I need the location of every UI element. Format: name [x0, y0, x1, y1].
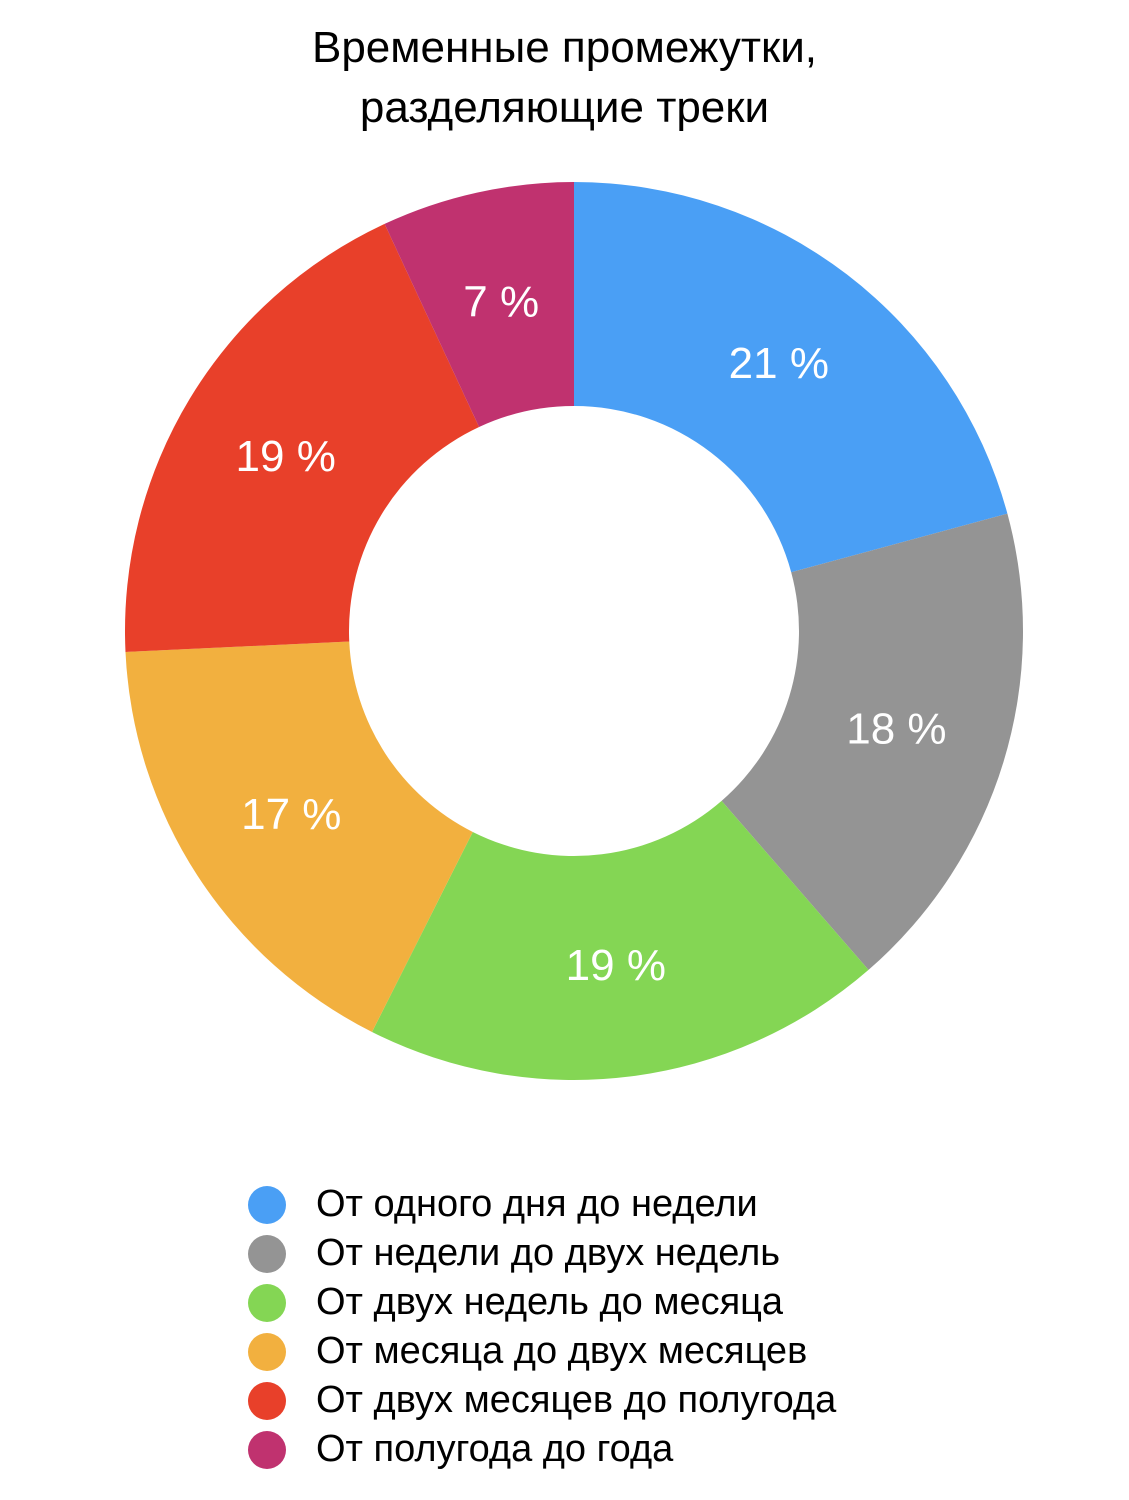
legend-item-1: От одного дня до недели: [248, 1180, 836, 1229]
slice-value-label-3: 19 %: [566, 941, 666, 990]
legend-swatch-icon: [248, 1381, 286, 1420]
slice-value-label-1: 21 %: [729, 339, 829, 388]
donut-slice-4: [125, 641, 473, 1033]
legend-label: От одного дня до недели: [316, 1183, 758, 1225]
donut-slice-3: [372, 800, 869, 1081]
donut-slice-1: [574, 182, 1008, 573]
donut-slice-6: [384, 182, 574, 427]
donut-slice-5: [125, 223, 480, 652]
slice-value-label-6: 7 %: [463, 277, 539, 326]
legend-label: От недели до двух недель: [316, 1232, 781, 1274]
slice-value-label-5: 19 %: [236, 432, 336, 481]
legend-item-4: От месяца до двух месяцев: [248, 1327, 836, 1376]
chart-title: Временные промежутки, разделяющие треки: [0, 18, 1129, 138]
legend-item-6: От полугода до года: [248, 1425, 836, 1474]
legend-swatch-icon: [248, 1234, 286, 1273]
slice-value-label-4: 17 %: [241, 790, 341, 839]
donut-chart: 21 % 18 % 19 % 17 % 19 % 7 %: [125, 182, 1023, 1081]
legend-label: От двух недель до месяца: [316, 1281, 784, 1323]
legend-label: От полугода до года: [316, 1428, 674, 1470]
legend-label: От месяца до двух месяцев: [316, 1330, 808, 1372]
legend-swatch-icon: [248, 1185, 286, 1224]
legend-swatch-icon: [248, 1283, 286, 1322]
donut-slice-2: [721, 513, 1023, 970]
legend-item-3: От двух недель до месяца: [248, 1278, 836, 1327]
chart-title-line-2: разделяющие треки: [359, 83, 770, 132]
chart-legend: От одного дня до недели От недели до двух…: [248, 1180, 836, 1474]
chart-title-line-1: Временные промежутки,: [311, 23, 818, 72]
slice-value-label-2: 18 %: [846, 705, 946, 754]
legend-item-5: От двух месяцев до полугода: [248, 1376, 836, 1425]
legend-swatch-icon: [248, 1430, 286, 1469]
legend-label: От двух месяцев до полугода: [316, 1379, 837, 1421]
legend-swatch-icon: [248, 1332, 286, 1371]
legend-item-2: От недели до двух недель: [248, 1229, 836, 1278]
